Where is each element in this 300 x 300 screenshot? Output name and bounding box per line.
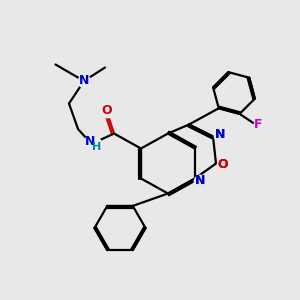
Text: N: N: [195, 174, 206, 188]
Text: O: O: [101, 104, 112, 118]
Text: N: N: [195, 174, 206, 188]
Text: O: O: [217, 158, 228, 172]
Text: N: N: [214, 128, 225, 142]
Text: F: F: [254, 118, 263, 131]
Text: N: N: [214, 128, 225, 142]
Text: N: N: [85, 135, 95, 148]
Text: N: N: [79, 74, 89, 88]
Text: O: O: [217, 158, 228, 172]
Text: H: H: [92, 142, 101, 152]
